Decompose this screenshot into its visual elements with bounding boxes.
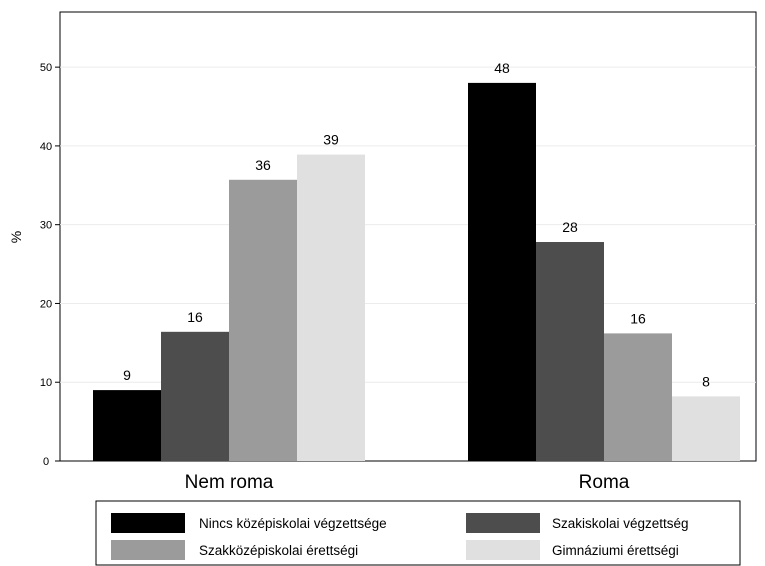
bar-0-1 xyxy=(161,331,229,461)
bar-1-1 xyxy=(536,242,604,461)
data-label-0-1: 16 xyxy=(187,309,203,325)
data-labels: 9 16 36 39 48 28 16 8 xyxy=(123,60,710,390)
data-label-0-0: 9 xyxy=(123,367,131,383)
bars xyxy=(93,82,740,461)
legend-swatch-3 xyxy=(466,540,540,560)
category-label-1: Roma xyxy=(579,472,630,493)
y-tick-label-30: 30 xyxy=(40,220,52,232)
y-tick-label-20: 20 xyxy=(40,298,52,310)
bar-1-0 xyxy=(468,82,536,461)
data-label-1-1: 28 xyxy=(562,219,578,235)
legend-label-2: Szakközépiskolai érettségi xyxy=(199,543,358,558)
y-axis-title: % xyxy=(8,231,24,243)
data-label-1-2: 16 xyxy=(630,310,646,326)
legend-swatch-0 xyxy=(111,513,185,533)
y-tick-label-0: 0 xyxy=(43,456,49,468)
bar-0-2 xyxy=(229,179,297,461)
y-tick-label-50: 50 xyxy=(40,62,52,74)
bar-0-3 xyxy=(297,154,365,461)
data-label-0-3: 39 xyxy=(323,132,339,148)
legend: Nincs középiskolai végzettsége Szakiskola… xyxy=(95,500,741,566)
legend-frame xyxy=(95,500,741,566)
category-label-0: Nem roma xyxy=(185,472,274,493)
bar-1-2 xyxy=(604,333,672,461)
y-axis: 0 10 20 30 40 50 xyxy=(40,62,60,468)
legend-label-1: Szakiskolai végzettség xyxy=(552,516,689,531)
legend-swatch-2 xyxy=(111,540,185,560)
data-label-1-0: 48 xyxy=(494,60,510,76)
legend-label-3: Gimnáziumi érettségi xyxy=(552,543,679,558)
category-labels: Nem roma Roma xyxy=(185,472,630,493)
data-label-0-2: 36 xyxy=(255,157,271,173)
bar-0-0 xyxy=(93,390,161,461)
legend-swatch-1 xyxy=(466,513,540,533)
y-tick-label-10: 10 xyxy=(40,377,52,389)
y-tick-label-40: 40 xyxy=(40,141,52,153)
bar-1-3 xyxy=(672,396,740,461)
data-label-1-3: 8 xyxy=(702,373,710,389)
legend-label-0: Nincs középiskolai végzettsége xyxy=(199,516,387,531)
